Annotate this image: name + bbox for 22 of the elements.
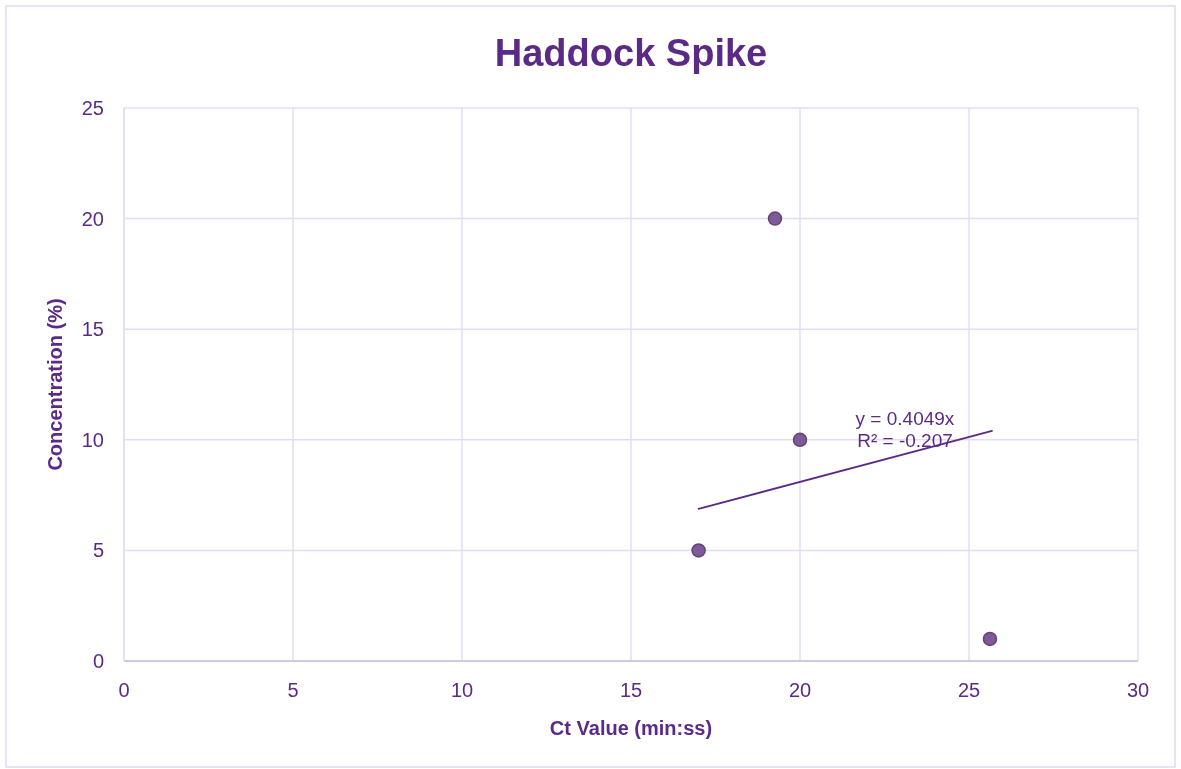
y-tick-label: 25	[81, 97, 104, 119]
y-tick-label: 20	[81, 207, 104, 230]
y-tick-label: 10	[81, 428, 104, 451]
x-tick-label: 0	[118, 679, 130, 701]
annotation: y = 0.4049x	[855, 407, 955, 429]
x-tick-label: 15	[619, 679, 643, 701]
point	[982, 631, 998, 647]
y-axis-title: Concentration (%)	[44, 298, 66, 471]
x-axis-title: Ct Value (min:ss)	[549, 717, 713, 739]
point	[792, 432, 808, 448]
x-tick-label: 25	[957, 679, 981, 701]
x-tick-label: 5	[287, 679, 299, 701]
chart-title: Haddock Spike	[494, 32, 768, 74]
annotation: R² = -0.207	[857, 429, 953, 451]
y-tick-label: 5	[92, 539, 104, 562]
y-tick-label: 15	[81, 318, 104, 341]
point	[767, 211, 783, 226]
x-tick-label: 20	[788, 679, 812, 701]
x-tick-label: 30	[1126, 679, 1150, 701]
x-tick-label: 10	[450, 679, 474, 701]
point	[691, 543, 706, 558]
y-tick-label: 0	[92, 650, 104, 672]
